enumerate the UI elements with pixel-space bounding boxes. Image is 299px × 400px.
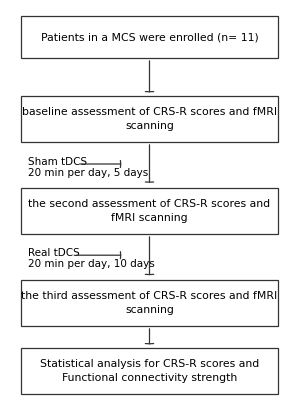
Text: the third assessment of CRS-R scores and fMRI
scanning: the third assessment of CRS-R scores and… (21, 291, 278, 315)
Text: Real tDCS: Real tDCS (28, 248, 80, 258)
Text: Statistical analysis for CRS-R scores and
Functional connectivity strength: Statistical analysis for CRS-R scores an… (40, 359, 259, 383)
Text: 20 min per day, 5 days: 20 min per day, 5 days (28, 168, 149, 178)
Text: Sham tDCS: Sham tDCS (28, 157, 88, 167)
FancyBboxPatch shape (21, 188, 278, 234)
FancyBboxPatch shape (21, 348, 278, 394)
FancyBboxPatch shape (21, 96, 278, 142)
Text: baseline assessment of CRS-R scores and fMRI
scanning: baseline assessment of CRS-R scores and … (22, 107, 277, 131)
Text: 20 min per day, 10 days: 20 min per day, 10 days (28, 259, 155, 269)
FancyBboxPatch shape (21, 16, 278, 58)
Text: Patients in a MCS were enrolled (n= 11): Patients in a MCS were enrolled (n= 11) (41, 32, 258, 42)
Text: the second assessment of CRS-R scores and
fMRI scanning: the second assessment of CRS-R scores an… (28, 199, 271, 223)
FancyBboxPatch shape (21, 280, 278, 326)
